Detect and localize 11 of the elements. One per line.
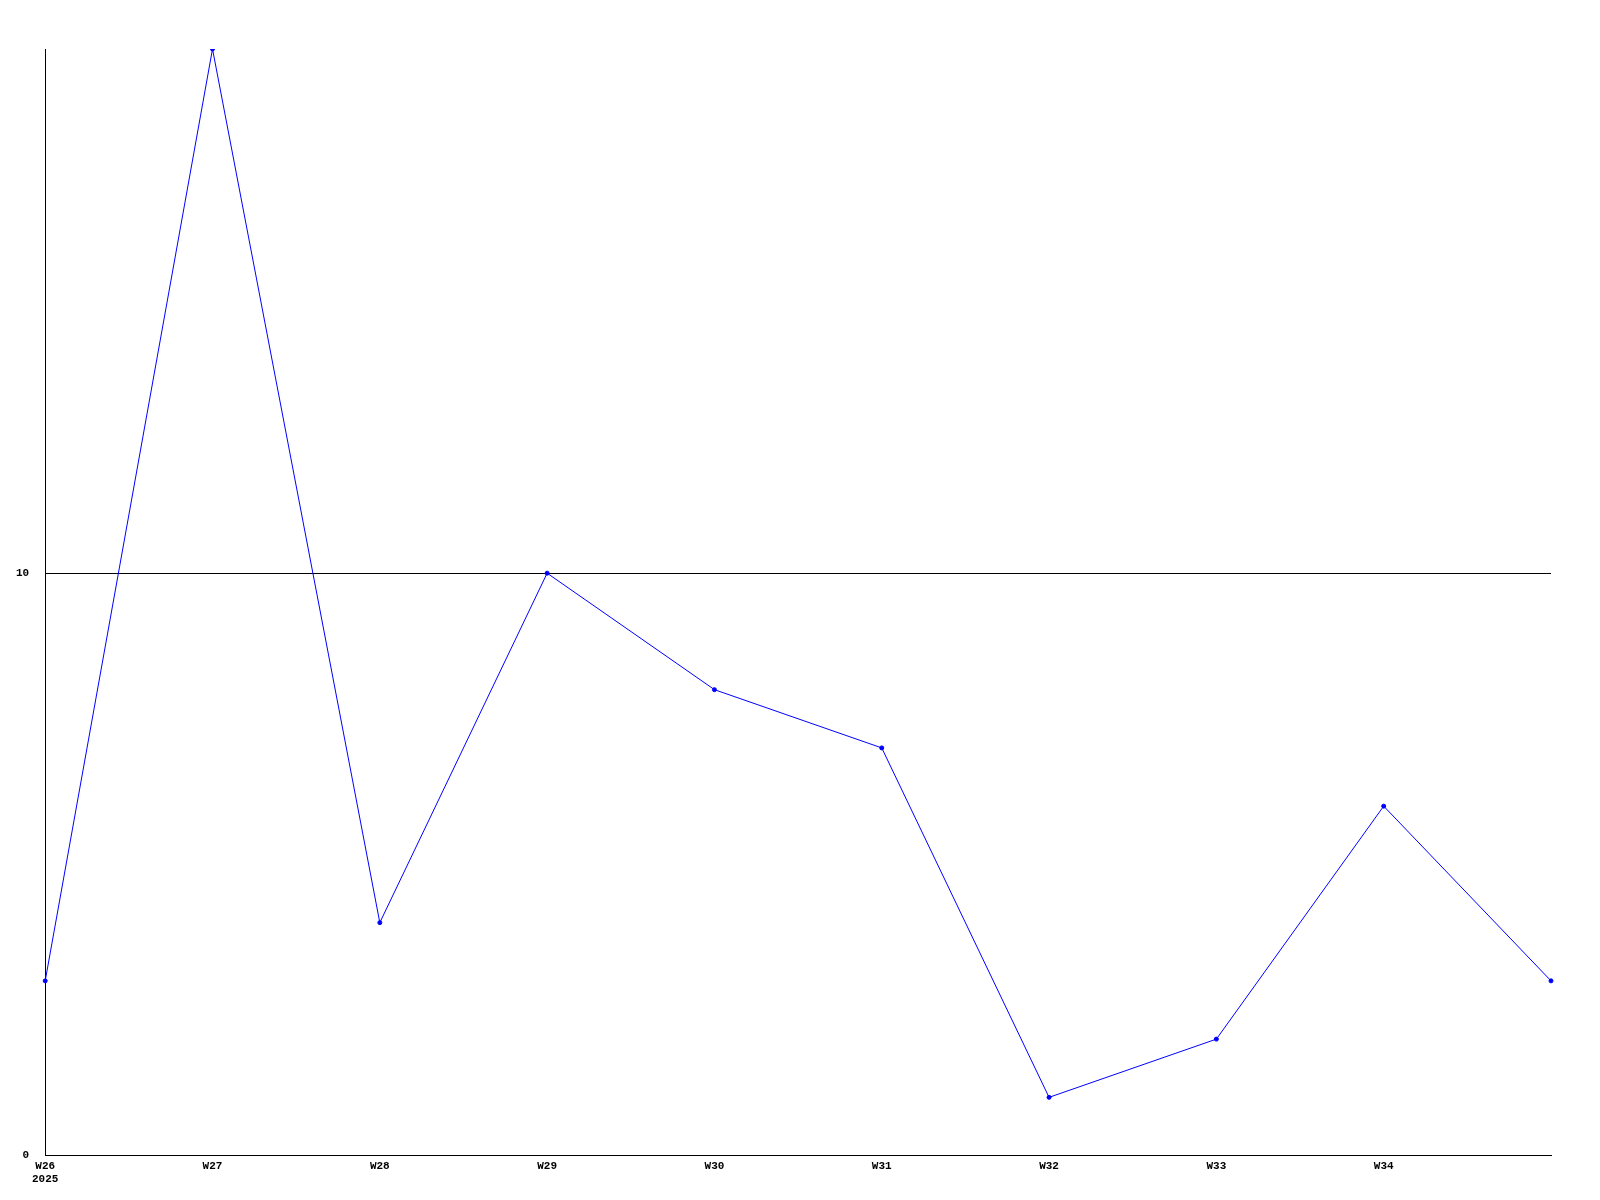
x-tick-label: W34 (1373, 1159, 1394, 1172)
x-tick-label: W29 (537, 1159, 558, 1172)
x-tick-label: W26 2025 (32, 1159, 59, 1186)
x-tick-label: W27 (202, 1159, 223, 1172)
x-tick-label: W31 (871, 1159, 893, 1172)
y-tick-label: 10 (16, 566, 30, 579)
x-tick-label: W32 (1039, 1159, 1059, 1172)
x-tick-label: W33 (1206, 1159, 1227, 1172)
y-tick-label: 0 (22, 1149, 30, 1162)
x-tick-label: W28 (369, 1159, 391, 1172)
x-tick-label: W30 (704, 1159, 725, 1172)
